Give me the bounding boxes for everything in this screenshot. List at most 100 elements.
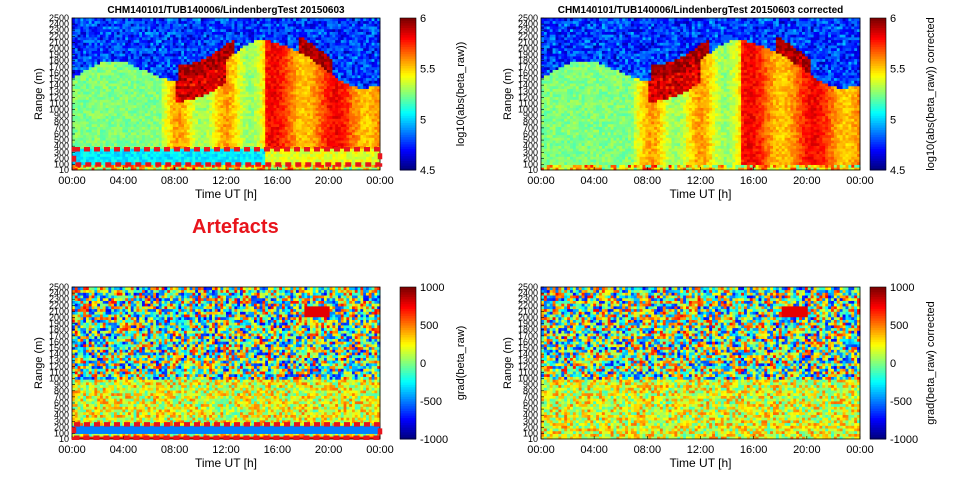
heatmap-cell [287,56,291,60]
heatmap-cell [212,164,216,168]
heatmap-cell [206,61,210,65]
heatmap-cell [248,45,252,49]
heatmap-cell [256,129,260,133]
heatmap-cell [290,148,294,152]
heatmap-cell [156,31,160,35]
heatmap-cell [83,88,87,92]
heatmap-cell [301,45,305,49]
heatmap-cell [158,47,162,51]
heatmap-cell [116,23,120,27]
heatmap-cell [296,42,300,46]
heatmap-cell [184,156,188,160]
heatmap-cell [156,28,160,32]
heatmap-cell [301,47,305,51]
heatmap-cell [209,167,213,171]
heatmap-cell [170,151,174,155]
heatmap-cell [186,26,190,30]
heatmap-cell [150,77,154,81]
heatmap-cell [270,142,274,146]
heatmap-cell [279,69,283,73]
heatmap-cell [147,107,151,111]
heatmap-cell [287,129,291,133]
heatmap-cell [198,47,202,51]
heatmap-cell [212,156,216,160]
heatmap-cell [144,118,148,122]
heatmap-cell [231,50,235,54]
heatmap-cell [282,20,286,24]
heatmap-cell [116,121,120,125]
heatmap-cell [83,45,87,49]
heatmap-cell [220,39,224,43]
heatmap-cell [220,23,224,27]
heatmap-cell [217,28,221,32]
heatmap-cell [175,37,179,41]
heatmap-cell [74,104,78,108]
heatmap-cell [242,47,246,51]
heatmap-cell [156,80,160,84]
heatmap-cell [86,37,90,41]
heatmap-cell [301,140,305,144]
heatmap-cell [91,121,95,125]
heatmap-cell [301,75,305,79]
heatmap-cell [88,123,92,127]
heatmap-cell [83,56,87,60]
heatmap-cell [304,77,308,81]
heatmap-cell [200,140,204,144]
heatmap-cell [97,115,101,119]
heatmap-cell [195,121,199,125]
heatmap-cell [240,156,244,160]
heatmap-cell [128,34,132,38]
heatmap-cell [156,58,160,62]
heatmap-cell [237,39,241,43]
heatmap-cell [147,91,151,95]
heatmap-cell [268,26,272,30]
heatmap-cell [94,167,98,171]
heatmap-cell [315,123,319,127]
heatmap-cell [97,96,101,100]
heatmap-cell [91,123,95,127]
heatmap-cell [172,18,176,22]
heatmap-cell [147,142,151,146]
heatmap-cell [245,18,249,22]
heatmap-cell [142,66,146,70]
heatmap-cell [214,159,218,163]
heatmap-cell [195,96,199,100]
heatmap-cell [259,72,263,76]
heatmap-cell [136,159,140,163]
heatmap-cell [170,121,174,125]
heatmap-cell [150,47,154,51]
heatmap-cell [77,88,81,92]
heatmap-cell [91,39,95,43]
heatmap-cell [276,75,280,79]
heatmap-cell [270,153,274,157]
heatmap-cell [128,104,132,108]
heatmap-cell [158,134,162,138]
heatmap-cell [279,31,283,35]
heatmap-cell [161,80,165,84]
heatmap-cell [139,91,143,95]
heatmap-cell [175,23,179,27]
heatmap-cell [108,121,112,125]
heatmap-cell [184,26,188,30]
heatmap-cell [301,37,305,41]
heatmap-cell [125,134,129,138]
heatmap-cell [212,118,216,122]
heatmap-cell [158,113,162,117]
heatmap-cell [310,99,314,103]
heatmap-cell [307,75,311,79]
heatmap-cell [220,104,224,108]
heatmap-cell [284,20,288,24]
heatmap-cell [105,167,109,171]
heatmap-cell [217,91,221,95]
heatmap-cell [88,132,92,136]
heatmap-cell [214,61,218,65]
heatmap-cell [161,50,165,54]
heatmap-cell [136,34,140,38]
heatmap-cell [125,31,129,35]
heatmap-cell [175,72,179,76]
heatmap-cell [231,77,235,81]
heatmap-cell [287,159,291,163]
heatmap-cell [262,39,266,43]
heatmap-cell [265,45,269,49]
heatmap-cell [242,58,246,62]
